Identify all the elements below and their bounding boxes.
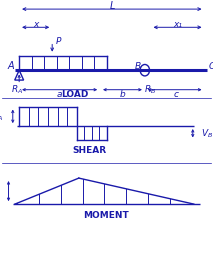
Text: $R_B$: $R_B$: [144, 83, 156, 96]
Text: B: B: [134, 62, 140, 71]
Text: $V_A$: $V_A$: [0, 110, 3, 123]
Text: b: b: [120, 90, 125, 99]
Text: c: c: [173, 90, 178, 99]
Text: MOMENT: MOMENT: [84, 211, 129, 220]
Text: P: P: [55, 37, 61, 46]
Text: x₁: x₁: [173, 20, 182, 29]
Text: L: L: [110, 1, 116, 11]
Text: SHEAR: SHEAR: [72, 146, 106, 155]
Text: A: A: [7, 61, 14, 71]
Text: x: x: [33, 20, 38, 29]
Text: a: a: [57, 90, 62, 99]
Text: LOAD: LOAD: [61, 90, 88, 99]
Text: C: C: [208, 62, 213, 71]
Text: $V_B$: $V_B$: [201, 127, 213, 140]
Text: $R_A$: $R_A$: [11, 83, 23, 96]
